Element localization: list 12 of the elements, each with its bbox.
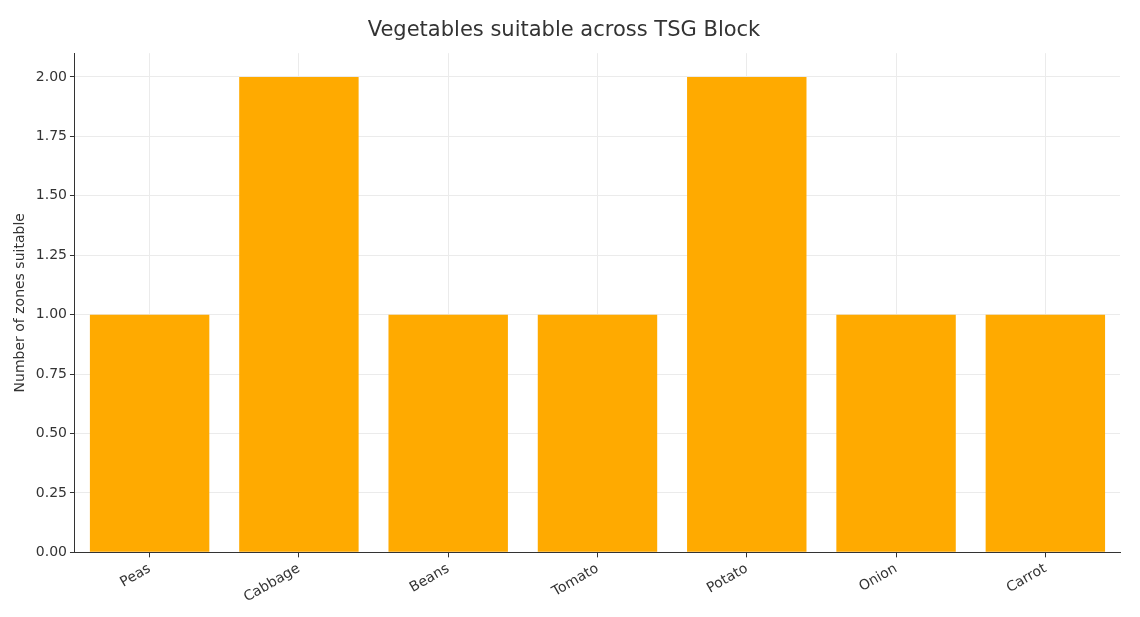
x-tick-label: Peas: [116, 559, 153, 590]
y-tick-label: 0.50: [35, 424, 67, 441]
y-tick-label: 0.75: [35, 364, 67, 381]
y-tick-label: 0.25: [35, 483, 67, 500]
y-tick-label: 0.00: [35, 542, 67, 559]
y-tick-label: 1.00: [35, 305, 67, 322]
y-tick-label: 1.75: [35, 127, 67, 144]
y-tick-label: 2.00: [35, 67, 67, 84]
chart-title: Vegetables suitable across TSG Block: [367, 17, 762, 42]
y-tick-label: 1.50: [35, 186, 67, 203]
y-tick-label: 1.25: [35, 245, 67, 262]
y-axis-title: Number of zones suitable: [11, 213, 28, 393]
